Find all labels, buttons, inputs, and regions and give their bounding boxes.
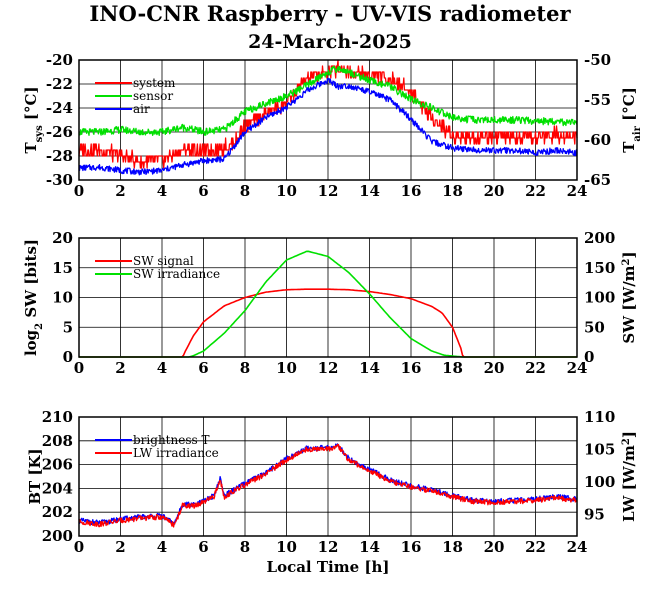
y-tick-label: -26 — [46, 123, 73, 141]
x-tick-label: 14 — [359, 538, 380, 556]
y2-tick-label: 100 — [584, 473, 615, 491]
x-tick-label: 10 — [276, 359, 297, 377]
x-tick-label: 14 — [359, 182, 380, 200]
y-tick-label: 0 — [63, 348, 73, 366]
x-tick-label: 4 — [157, 182, 167, 200]
x-tick-label: 2 — [115, 359, 125, 377]
x-tick-label: 12 — [318, 182, 339, 200]
x-tick-label: 8 — [240, 182, 250, 200]
legend-label: SW signal — [133, 254, 194, 268]
x-tick-label: 22 — [525, 359, 546, 377]
x-tick-label: 10 — [276, 182, 297, 200]
x-tick-label: 18 — [442, 359, 463, 377]
y2-tick-label: 110 — [584, 408, 615, 426]
y-tick-label: 10 — [52, 289, 73, 307]
series-line-brightness-t — [78, 443, 578, 526]
x-tick-label: 12 — [318, 359, 339, 377]
y2-tick-label: -60 — [584, 131, 611, 149]
legend-label: air — [133, 102, 150, 116]
x-tick-label: 20 — [484, 538, 505, 556]
y-tick-label: 202 — [42, 503, 73, 521]
figure-title: INO-CNR Raspberry - UV-VIS radiometer — [89, 1, 571, 26]
x-tick-label: 4 — [157, 538, 167, 556]
y2-axis-label: SW [W/m2] — [620, 251, 638, 343]
y-tick-label: 20 — [52, 229, 73, 247]
x-tick-label: 16 — [401, 538, 422, 556]
y2-tick-label: 100 — [584, 289, 615, 307]
y2-tick-label: 105 — [584, 440, 615, 458]
y2-tick-label: -50 — [584, 51, 611, 69]
x-tick-label: 16 — [401, 182, 422, 200]
y2-axis-label: LW [W/m2] — [620, 431, 638, 522]
y-axis-label: log2 SW [bits] — [22, 239, 45, 356]
y2-tick-label: 95 — [584, 505, 605, 523]
y2-tick-label: 50 — [584, 318, 605, 336]
x-tick-label: 2 — [115, 538, 125, 556]
x-tick-label: 16 — [401, 359, 422, 377]
y2-tick-label: 0 — [584, 348, 594, 366]
series-line-lw-irradiance — [78, 443, 578, 528]
y-axis-label: Tsys [°C] — [22, 86, 45, 153]
x-tick-label: 8 — [240, 538, 250, 556]
x-tick-label: 12 — [318, 538, 339, 556]
plot-frame — [78, 416, 578, 537]
x-tick-label: 24 — [567, 538, 588, 556]
chart-panels: 0 2 4 6 8 10 12 14 16 18 20 22 24-30-28-26-24-22-20-… — [22, 51, 643, 576]
x-tick-label: 22 — [525, 182, 546, 200]
y-tick-label: 206 — [42, 456, 73, 474]
y-axis-label: BT [K] — [26, 448, 44, 504]
x-tick-label: 18 — [442, 182, 463, 200]
plot-frame — [78, 59, 578, 181]
x-tick-label: 4 — [157, 359, 167, 377]
y-tick-label: 204 — [42, 479, 73, 497]
y2-tick-label: -55 — [584, 91, 611, 109]
y-tick-label: 15 — [52, 259, 73, 277]
series-line-sensor — [78, 65, 578, 137]
y-tick-label: 200 — [42, 527, 73, 545]
y2-tick-label: 200 — [584, 229, 615, 247]
legend-label: system — [133, 76, 176, 90]
chart-panel-2: 0 2 4 6 8 10 12 14 16 18 20 22 240510152005010015020… — [22, 229, 638, 377]
y2-tick-label: -65 — [584, 171, 611, 189]
legend-label: sensor — [133, 89, 173, 103]
y-tick-label: -28 — [46, 147, 73, 165]
y2-axis-label: Tair [°C] — [620, 87, 643, 153]
legend-label: LW irradiance — [133, 446, 219, 460]
x-tick-label: 0 — [74, 182, 84, 200]
x-tick-label: 10 — [276, 538, 297, 556]
y-tick-label: -20 — [46, 51, 73, 69]
chart-panel-3: 0 2 4 6 8 10 12 14 16 18 20 22 242002022042062082109… — [26, 408, 638, 576]
x-tick-label: 8 — [240, 359, 250, 377]
y-tick-label: 5 — [63, 318, 73, 336]
x-tick-label: 0 — [74, 359, 84, 377]
x-tick-label: 22 — [525, 538, 546, 556]
x-tick-label: 24 — [567, 359, 588, 377]
y2-tick-label: 150 — [584, 259, 615, 277]
x-tick-label: 18 — [442, 538, 463, 556]
y-tick-label: 210 — [42, 408, 73, 426]
x-tick-label: 6 — [198, 182, 208, 200]
y-tick-label: 208 — [42, 432, 73, 450]
legend-label: SW irradiance — [133, 267, 220, 281]
y-tick-label: -30 — [46, 171, 73, 189]
x-tick-label: 20 — [484, 182, 505, 200]
y-tick-label: -24 — [46, 99, 73, 117]
x-tick-label: 0 — [74, 538, 84, 556]
x-tick-label: 6 — [198, 538, 208, 556]
chart-panel-1: 0 2 4 6 8 10 12 14 16 18 20 22 24-30-28-26-24-22-20-… — [22, 51, 643, 200]
x-tick-label: 24 — [567, 182, 588, 200]
x-tick-label: 2 — [115, 182, 125, 200]
y-tick-label: -22 — [46, 75, 73, 93]
series-line-air — [78, 77, 578, 176]
legend-label: brightness T — [133, 433, 209, 447]
figure-subtitle: 24-March-2025 — [248, 31, 412, 53]
x-axis-label: Local Time [h] — [267, 558, 390, 576]
x-tick-label: 14 — [359, 359, 380, 377]
x-tick-label: 6 — [198, 359, 208, 377]
plot-frame — [78, 237, 578, 358]
x-tick-label: 20 — [484, 359, 505, 377]
